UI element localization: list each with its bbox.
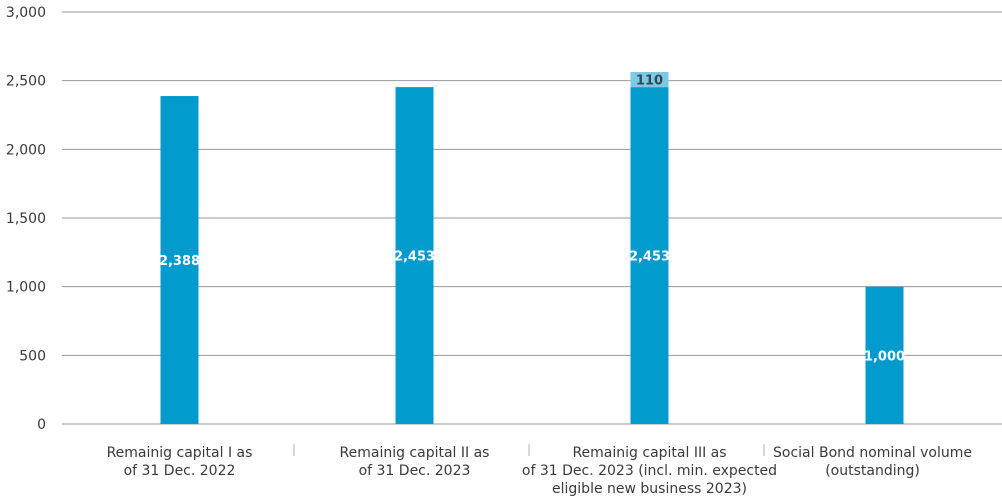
x-tick-label: Remainig capital II as: [340, 445, 490, 461]
y-tick-label: 2,000: [6, 142, 46, 158]
bar: [630, 87, 669, 424]
data-label: 2,453: [394, 250, 435, 265]
x-tick-label: Remainig capital III as: [572, 445, 726, 461]
y-tick-label: 1,500: [6, 211, 46, 227]
x-tick-label: (outstanding): [825, 463, 920, 479]
x-tick-label: eligible new business 2023): [552, 481, 747, 497]
data-label: 110: [636, 74, 663, 89]
x-tick-label: Remainig capital I as: [107, 445, 253, 461]
bar: [160, 96, 199, 424]
x-tick-label: of 31 Dec. 2023: [359, 463, 471, 479]
bar: [630, 72, 669, 88]
y-tick-label: 1,000: [6, 280, 46, 296]
data-label: 2,453: [629, 250, 670, 265]
x-tick-label: of 31 Dec. 2022: [124, 463, 236, 479]
bar: [395, 87, 434, 424]
y-tick-label: 500: [19, 348, 46, 364]
bar: [865, 286, 904, 424]
data-label: 1,000: [864, 349, 905, 364]
data-label: 2,388: [159, 254, 200, 269]
y-tick-label: 3,000: [6, 5, 46, 21]
x-tick-label: of 31 Dec. 2023 (incl. min. expected: [522, 463, 777, 479]
y-tick-label: 2,500: [6, 74, 46, 90]
y-tick-label: 0: [37, 417, 46, 433]
x-tick-label: Social Bond nominal volume: [773, 445, 972, 461]
